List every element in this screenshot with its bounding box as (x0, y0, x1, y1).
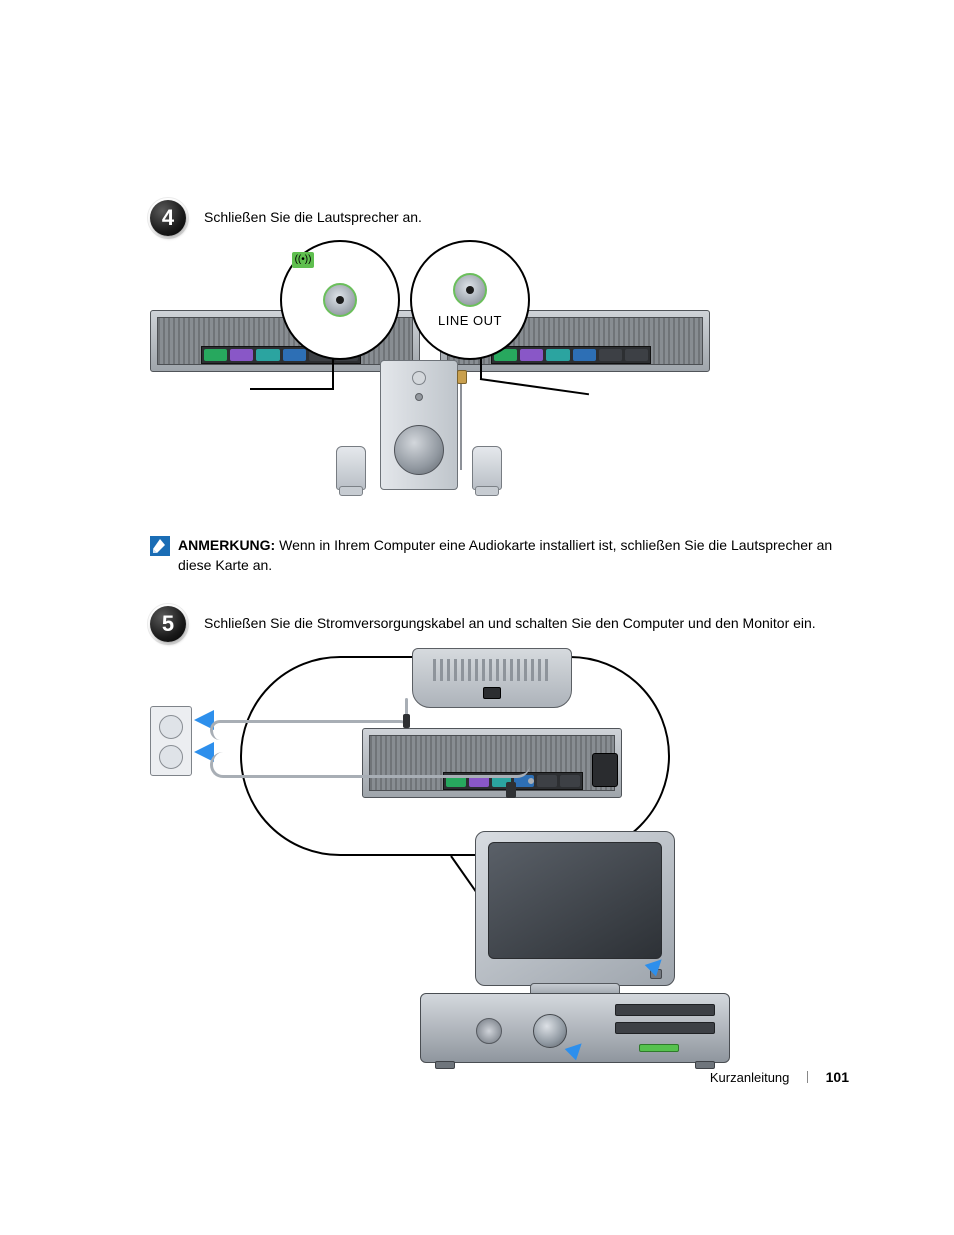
step-4-badge: 4 (150, 200, 186, 236)
monitor-rear (412, 648, 572, 708)
line-out-label: LINE OUT (438, 313, 502, 328)
power-button (533, 1014, 567, 1048)
note-label: ANMERKUNG: (178, 537, 275, 553)
satellite-speaker-right (472, 446, 502, 490)
subwoofer (380, 360, 458, 490)
callout-line-out: LINE OUT (410, 240, 530, 360)
vendor-badge (476, 1018, 502, 1044)
note-body: Wenn in Ihrem Computer eine Audiokarte i… (178, 537, 832, 573)
note-icon (150, 536, 170, 556)
front-view (420, 831, 730, 1051)
crt-monitor (475, 831, 675, 986)
step-4-text: Schließen Sie die Lautsprecher an. (204, 200, 422, 228)
step-4-diagram: ((•)) LINE OUT (150, 250, 830, 510)
satellite-speaker-left (336, 446, 366, 490)
step-4-header: 4 Schließen Sie die Lautsprecher an. (150, 200, 854, 236)
audio-out-icon: ((•)) (292, 252, 314, 268)
callout-audio-jack: ((•)) (280, 240, 400, 360)
note: ANMERKUNG: Wenn in Ihrem Computer eine A… (150, 535, 854, 576)
step-5-diagram (150, 656, 830, 1056)
step-5-header: 5 Schließen Sie die Stromversorgungskabe… (150, 606, 854, 642)
step-5-badge: 5 (150, 606, 186, 642)
page-footer: Kurzanleitung 101 (710, 1069, 849, 1085)
footer-section: Kurzanleitung (710, 1070, 790, 1085)
step-5-text: Schließen Sie die Stromversorgungskabel … (204, 606, 816, 634)
page-number: 101 (826, 1069, 849, 1085)
speaker-cable (460, 380, 462, 470)
wall-outlet (150, 706, 192, 776)
speaker-set (330, 360, 510, 510)
